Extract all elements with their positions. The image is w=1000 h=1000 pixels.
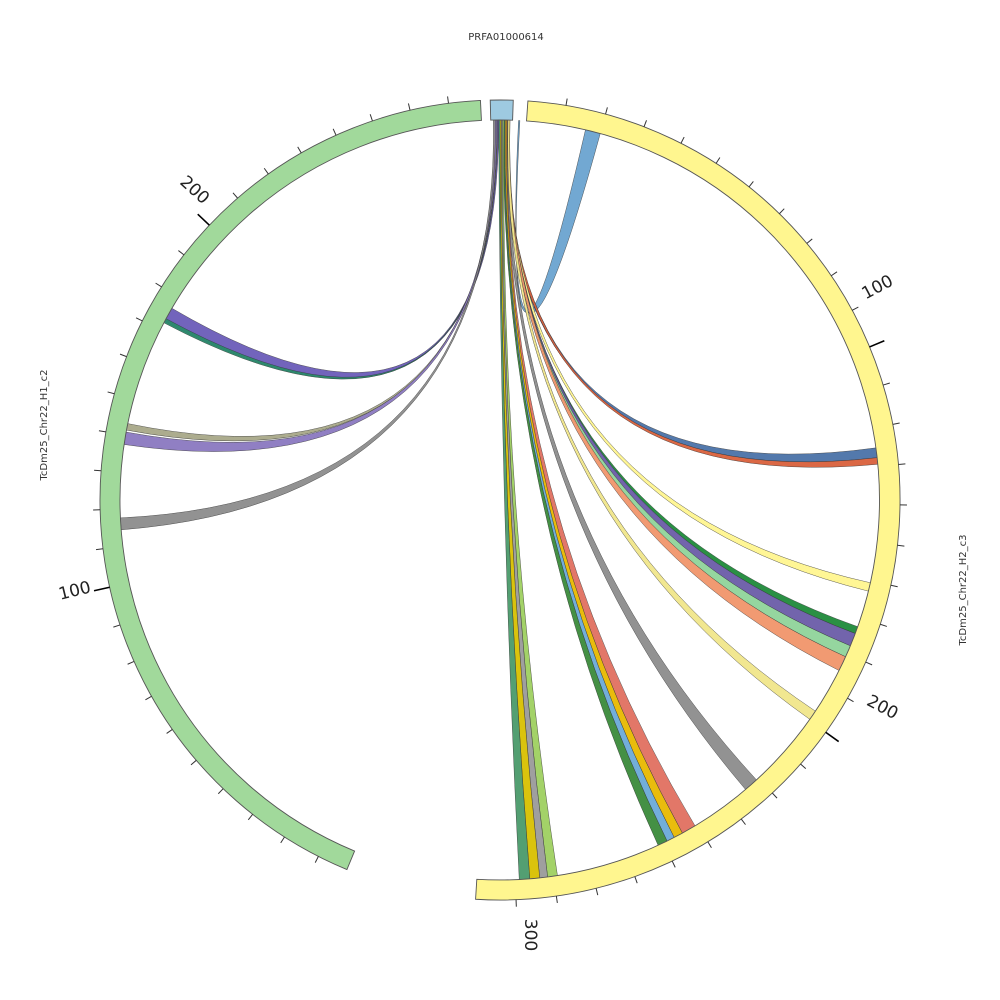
tick-h2-23 <box>740 818 746 825</box>
tick-h1-14 <box>107 391 115 395</box>
tick-h2-13 <box>898 463 906 465</box>
tick-h1-1 <box>280 836 285 844</box>
tick-h1-25 <box>407 103 411 111</box>
tick-h1-21 <box>263 167 269 175</box>
tick-h2-4 <box>715 157 721 164</box>
tick-h1-10 <box>95 548 104 551</box>
tick-h1-17 <box>155 282 162 288</box>
tick-h2-24 <box>707 841 712 849</box>
tick-h2-16 <box>890 584 898 588</box>
tick-h1-19 <box>197 213 210 226</box>
tick-h2-10 <box>869 340 885 348</box>
tick-h1-5 <box>166 729 173 734</box>
tick-label-h2-300: 300 <box>520 919 540 951</box>
tick-label-h2-200: 200 <box>863 691 901 724</box>
tick-h2-28 <box>555 895 558 904</box>
segment-label-prfa: PRFA01000614 <box>468 32 544 43</box>
ticks-layer <box>93 96 907 907</box>
tick-h2-15 <box>897 544 905 547</box>
tick-h1-16 <box>135 317 143 322</box>
tick-h1-12 <box>94 469 102 472</box>
segment-arc-prfa <box>489 99 514 121</box>
tick-h1-22 <box>297 146 302 154</box>
tick-h1-3 <box>217 788 224 795</box>
segments-layer <box>99 99 901 901</box>
tick-h2-3 <box>680 136 685 144</box>
tick-h2-19 <box>847 697 854 703</box>
tick-label-h1-100: 100 <box>57 578 93 605</box>
tick-h2-0 <box>565 98 568 106</box>
links-layer <box>120 119 879 880</box>
tick-h2-26 <box>634 876 638 884</box>
tick-h1-23 <box>332 128 337 136</box>
tick-h2-22 <box>771 792 778 799</box>
tick-h2-7 <box>806 238 813 244</box>
tick-h2-25 <box>671 860 676 868</box>
tick-h1-7 <box>127 660 135 665</box>
tick-h1-24 <box>369 114 373 122</box>
tick-h1-8 <box>113 624 121 628</box>
link-prfa-to-h2-7 <box>506 119 847 672</box>
segment-label-h2: TcDm25_Chr22_H2_c3 <box>958 535 969 647</box>
tick-h2-5 <box>748 181 754 188</box>
tick-h1-0 <box>314 856 319 863</box>
tick-h1-26 <box>447 96 449 104</box>
segment-arc-h1 <box>99 100 482 871</box>
tick-h1-6 <box>145 695 152 701</box>
tick-h2-9 <box>851 306 859 311</box>
tick-h2-6 <box>779 208 785 215</box>
segment-label-h1: TcDm25_Chr22_H1_c2 <box>39 370 50 482</box>
tick-h2-18 <box>865 661 873 666</box>
tick-h1-20 <box>232 192 238 199</box>
tick-h1-4 <box>190 759 197 766</box>
tick-h1-15 <box>119 353 127 358</box>
tick-h1-18 <box>178 250 185 256</box>
tick-h1-2 <box>247 814 254 821</box>
tick-h1-13 <box>98 430 106 433</box>
tick-h2-21 <box>800 763 807 769</box>
tick-h2-11 <box>882 382 890 386</box>
segment-arc-h2 <box>475 100 901 901</box>
tick-h2-27 <box>595 888 599 896</box>
tick-label-h2-100: 100 <box>859 271 897 304</box>
tick-h2-1 <box>605 107 608 115</box>
tick-label-h1-200: 200 <box>176 172 213 209</box>
tick-h2-17 <box>880 623 888 627</box>
tick-h2-2 <box>643 120 647 128</box>
tick-h2-12 <box>892 422 900 425</box>
tick-h2-8 <box>830 271 838 277</box>
tick-h1-9 <box>93 586 110 592</box>
tick-h2-20 <box>825 731 840 743</box>
